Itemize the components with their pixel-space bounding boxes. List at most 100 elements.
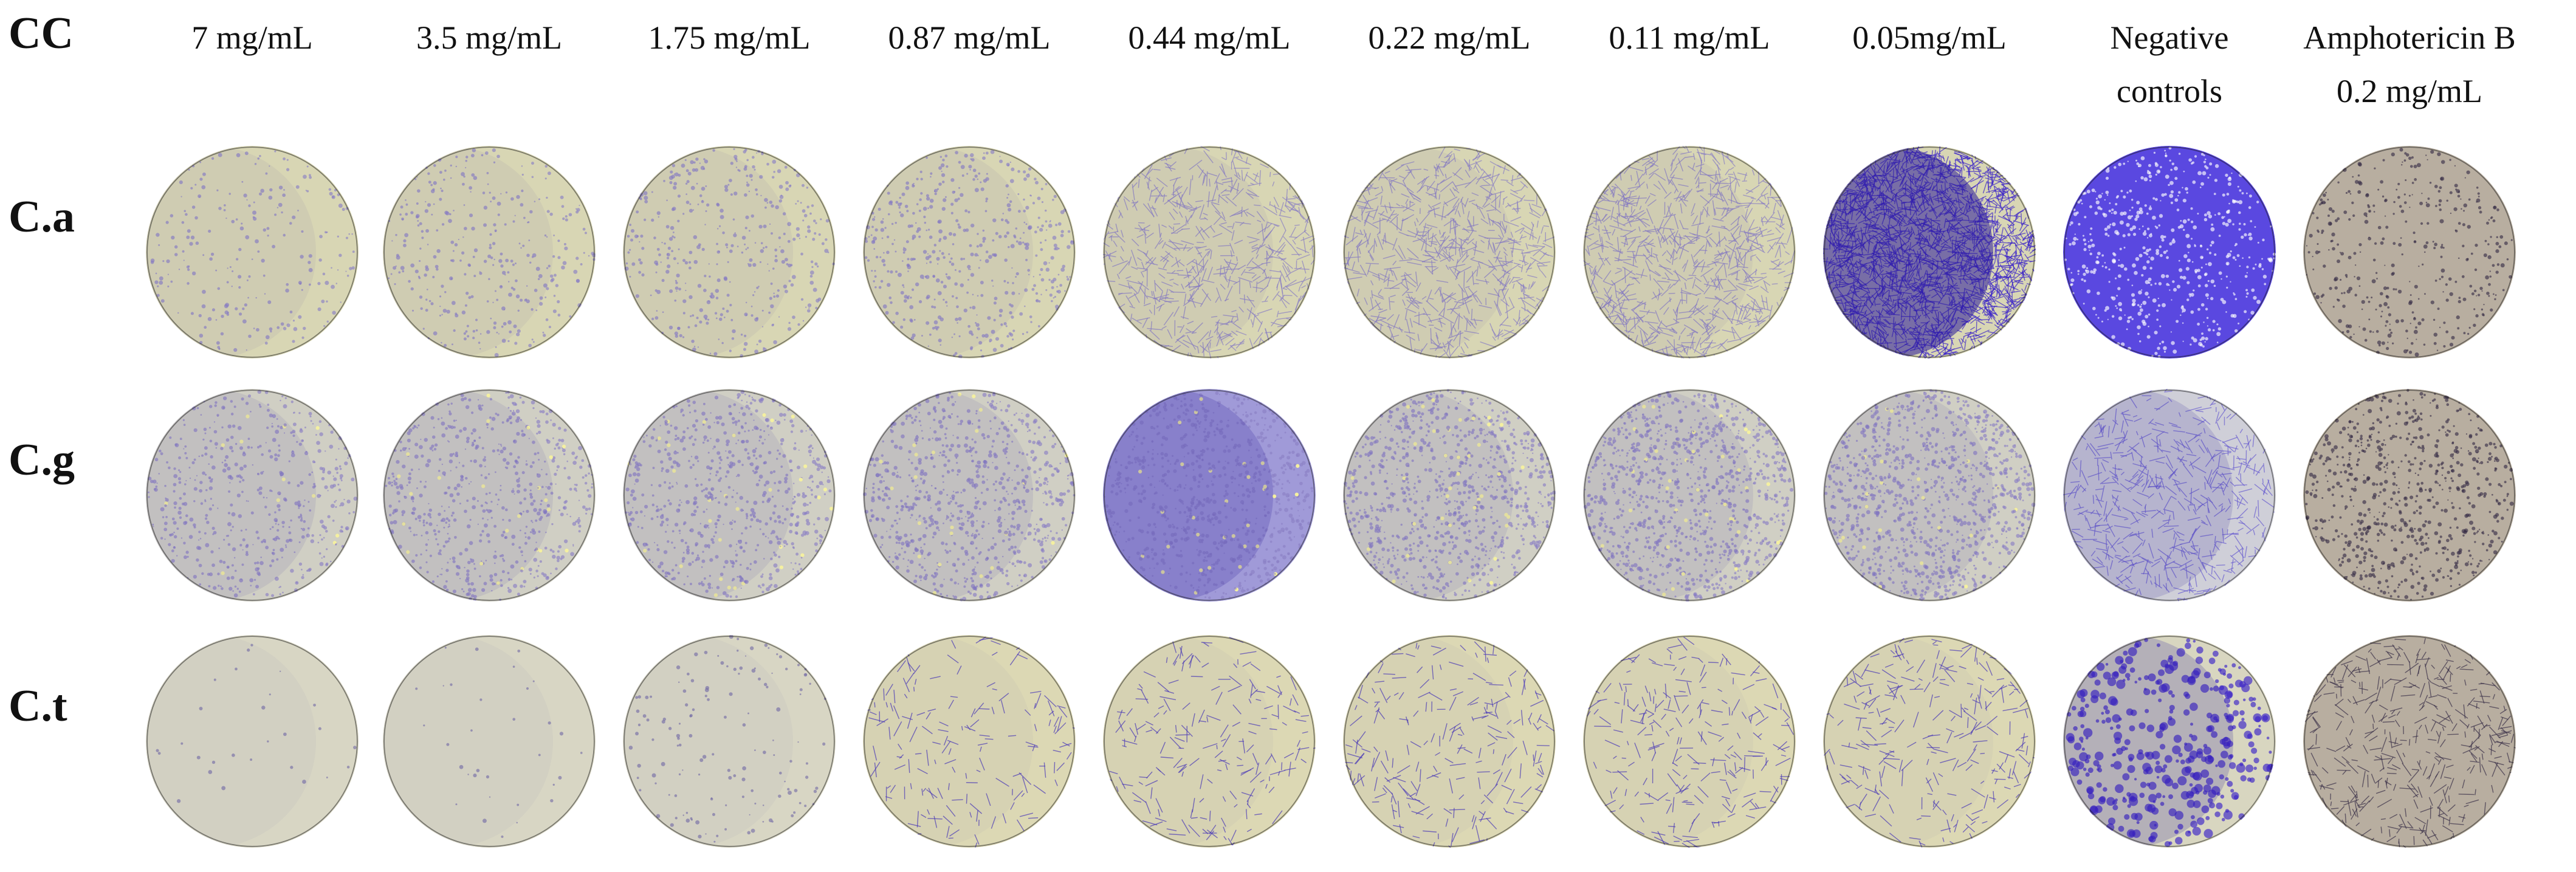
- hypha-mark: [1220, 284, 1226, 290]
- cell-mark: [490, 317, 492, 320]
- hypha-mark: [1503, 220, 1519, 227]
- hypha-mark: [1681, 287, 1683, 304]
- cell-mark: [1006, 203, 1011, 208]
- hypha-mark: [1118, 292, 1132, 294]
- hypha-mark: [1999, 179, 2007, 190]
- hypha-mark: [1601, 213, 1608, 221]
- hypha-mark: [1118, 261, 1130, 275]
- hypha-mark: [1197, 245, 1207, 249]
- cell-mark: [749, 258, 753, 262]
- cell-mark: [958, 160, 961, 164]
- cell-mark: [335, 283, 338, 284]
- cell-mark: [441, 284, 444, 288]
- hypha-mark: [1235, 221, 1251, 225]
- hypha-mark: [1414, 312, 1426, 317]
- cell-mark: [778, 185, 783, 189]
- hypha-mark: [1472, 294, 1479, 303]
- cell-mark: [1005, 290, 1009, 295]
- hypha-mark: [1970, 176, 1980, 182]
- cell-mark: [283, 326, 287, 331]
- hypha-mark: [1653, 278, 1664, 291]
- hypha-mark: [1614, 259, 1632, 261]
- cell-mark: [880, 220, 884, 224]
- cell-mark: [936, 188, 939, 190]
- cell-mark: [957, 322, 958, 324]
- hypha-mark: [1424, 250, 1436, 261]
- hypha-mark: [1455, 238, 1457, 255]
- hypha-mark: [1285, 204, 1299, 213]
- hypha-mark: [1675, 307, 1678, 324]
- hypha-mark: [1280, 258, 1287, 261]
- cell-mark: [1023, 170, 1026, 174]
- cell-mark: [926, 229, 928, 232]
- cell-mark: [450, 278, 453, 280]
- cell-mark: [703, 158, 706, 160]
- cell-mark: [503, 321, 507, 326]
- cell-mark: [177, 312, 179, 314]
- hypha-mark: [1679, 219, 1684, 229]
- cell-mark: [1029, 315, 1032, 318]
- hypha-mark: [1197, 331, 1209, 344]
- hypha-mark: [1288, 201, 1300, 214]
- hypha-mark: [1158, 224, 1161, 238]
- cell-mark: [185, 213, 188, 216]
- hypha-mark: [1407, 171, 1412, 174]
- cell-mark: [763, 224, 767, 228]
- cell-mark: [428, 300, 431, 303]
- hypha-mark: [1127, 282, 1131, 289]
- hypha-mark: [1731, 326, 1742, 342]
- cell-mark: [430, 184, 433, 187]
- hypha-mark: [1535, 297, 1544, 307]
- hypha-mark: [1503, 329, 1517, 335]
- hypha-mark: [1287, 201, 1300, 206]
- hypha-mark: [1231, 310, 1237, 312]
- hypha-mark: [1675, 300, 1681, 314]
- cell-mark: [998, 314, 1002, 317]
- hypha-mark: [1731, 301, 1743, 312]
- hypha-mark: [1186, 258, 1196, 266]
- cell-mark: [301, 289, 303, 291]
- cell-mark: [1045, 289, 1048, 291]
- hypha-mark: [1597, 263, 1604, 273]
- hypha-mark: [1460, 199, 1465, 215]
- hypha-mark: [1773, 202, 1776, 213]
- cell-mark: [929, 199, 934, 203]
- cell-mark: [668, 176, 673, 180]
- cell-mark: [627, 251, 630, 254]
- hypha-mark: [1460, 346, 1465, 354]
- cell-mark: [687, 171, 692, 176]
- hypha-mark: [1175, 186, 1180, 191]
- cell-mark: [475, 329, 478, 332]
- hypha-mark: [2007, 224, 2012, 229]
- hypha-mark: [1398, 245, 1406, 259]
- hypha-mark: [1950, 339, 1953, 349]
- hypha-mark: [1204, 249, 1211, 251]
- cell-mark: [673, 185, 677, 190]
- hypha-mark: [1776, 223, 1785, 230]
- hypha-mark: [1528, 284, 1530, 290]
- hypha-mark: [2002, 188, 2005, 199]
- hypha-mark: [1229, 242, 1235, 254]
- cell-mark: [958, 335, 961, 337]
- hypha-mark: [1443, 246, 1456, 249]
- hypha-mark: [1508, 297, 1514, 308]
- cell-mark: [754, 168, 756, 171]
- hypha-mark: [2027, 234, 2033, 239]
- cell-mark: [699, 308, 704, 312]
- cell-mark: [309, 176, 312, 179]
- cell-mark: [470, 295, 474, 298]
- cell-mark: [255, 297, 257, 299]
- cell-mark: [508, 281, 510, 283]
- cell-mark: [821, 242, 825, 245]
- column-header: 1.75 mg/mL: [620, 11, 839, 64]
- cell-mark: [871, 225, 874, 228]
- hypha-mark: [1154, 238, 1163, 249]
- hypha-mark: [1159, 252, 1170, 262]
- cell-mark: [747, 263, 752, 267]
- hypha-mark: [1169, 278, 1174, 281]
- hypha-mark: [2007, 269, 2020, 275]
- hypha-mark: [1475, 171, 1485, 185]
- cell-mark: [713, 352, 718, 356]
- cell-mark: [575, 279, 580, 283]
- hypha-mark: [1160, 344, 1173, 347]
